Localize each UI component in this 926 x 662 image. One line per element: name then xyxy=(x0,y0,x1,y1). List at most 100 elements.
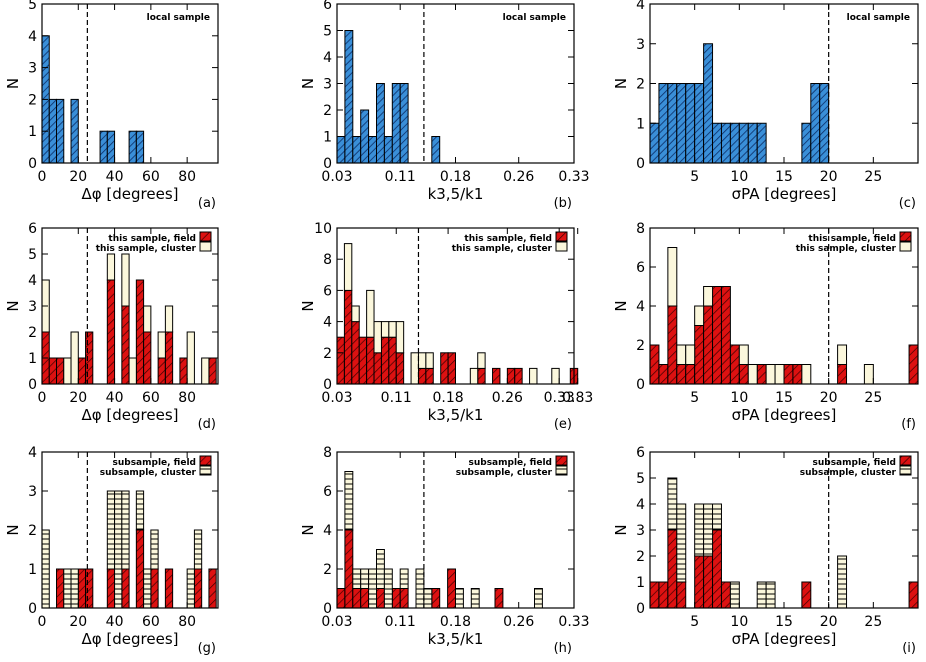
bar-f-s1-3 xyxy=(694,305,705,326)
bar-f-s1-9 xyxy=(801,364,812,385)
bar-h-s1-5 xyxy=(383,568,393,609)
bar-e-s1-6 xyxy=(395,321,405,354)
bar-h-s1-3 xyxy=(368,568,378,609)
bar-d-s0-10 xyxy=(164,331,174,385)
ytick-label-h-1: 2 xyxy=(323,562,332,578)
bar-d-s0-1 xyxy=(48,357,58,385)
bar-h-s0-3 xyxy=(360,588,370,609)
ytick-label-i-2: 2 xyxy=(636,549,645,565)
bar-f-s1-8 xyxy=(774,364,785,385)
ytick-label-a-3: 3 xyxy=(28,61,37,77)
bar-c-s0-2 xyxy=(667,83,678,164)
panel-b: 0 1 2 3 4 5 6 0.03 0.11 0.18 0.26 0.33 k3,5/k1 N (b) lo… xyxy=(299,0,590,211)
bar-a-s0-1 xyxy=(48,98,58,164)
ylabel-b: N xyxy=(299,78,317,89)
ytick-label-g-3: 3 xyxy=(28,484,37,500)
bar-i-s0-0 xyxy=(649,581,660,609)
bar-e-s1-13 xyxy=(551,367,560,385)
bar-g-s0-2 xyxy=(85,568,94,609)
bar-h-s1-11 xyxy=(534,588,543,609)
panel-e: 0 2 4 6 8 10 0.03 0.11 0.18 0.26 0.330.83 k3,5/k1 N (… xyxy=(299,221,593,432)
bar-e-s1-7 xyxy=(410,352,419,385)
legend-text-a-0: local sample xyxy=(147,13,210,23)
bar-f-s0-15 xyxy=(908,344,919,385)
panel-label-d: (d) xyxy=(198,417,216,432)
ytick-label-f-1: 2 xyxy=(636,338,645,354)
ylabel-g: N xyxy=(4,524,22,535)
bar-e-s1-8 xyxy=(417,352,427,369)
bar-d-s0-7 xyxy=(135,279,145,385)
xtick-label-e-0: 0.03 xyxy=(321,390,352,406)
bar-g-s1-2 xyxy=(70,568,79,609)
bar-g-s1-7 xyxy=(143,568,152,609)
bar-d-s1-2 xyxy=(70,331,79,385)
bar-h-s1-9 xyxy=(455,588,464,609)
xtick-label-c-0: 5 xyxy=(690,169,699,185)
panel-label-e: (e) xyxy=(554,417,572,432)
ytick-label-g-1: 1 xyxy=(28,562,37,578)
legend-text-f-1: this sample, cluster xyxy=(796,244,897,254)
bar-g-s0-5 xyxy=(135,529,145,609)
ytick-label-g-4: 4 xyxy=(28,445,37,461)
bar-g-s0-7 xyxy=(164,568,174,609)
bar-b-s0-6 xyxy=(383,136,393,164)
bar-e-s0-8 xyxy=(395,352,405,385)
panel-label-a: (a) xyxy=(198,196,216,211)
legend-swatch-i-0 xyxy=(899,455,912,466)
bar-f-s1-6 xyxy=(747,364,758,385)
bar-e-s1-5 xyxy=(388,321,397,338)
bar-i-s1-8 xyxy=(837,555,848,609)
ytick-label-h-3: 6 xyxy=(323,484,332,500)
panel-label-h: (h) xyxy=(554,641,572,656)
ytick-label-d-3: 3 xyxy=(28,299,37,315)
legend-swatch-g-0 xyxy=(199,455,212,466)
bar-e-s0-11 xyxy=(440,352,449,385)
ytick-label-b-2: 2 xyxy=(323,103,332,119)
legend-swatch-f-0 xyxy=(899,231,912,242)
xlabel-g: Δφ [degrees] xyxy=(81,630,178,648)
bar-e-s0-12 xyxy=(447,352,456,385)
xtick-label-h-1: 0.11 xyxy=(385,614,416,630)
bar-i-s1-6 xyxy=(756,581,767,609)
ytick-label-d-0: 0 xyxy=(28,377,37,393)
xtick-label-b-0: 0.03 xyxy=(321,169,352,185)
bar-b-s0-7 xyxy=(391,83,401,164)
legend-swatch-h-0 xyxy=(555,455,568,466)
bar-a-s0-7 xyxy=(135,130,145,164)
panel-label-b: (b) xyxy=(554,196,572,211)
bar-d-s1-9 xyxy=(186,331,195,385)
ytick-label-f-3: 6 xyxy=(636,260,645,276)
panel-label-c: (c) xyxy=(899,196,916,211)
legend-text-c-0: local sample xyxy=(847,13,910,23)
bar-f-s1-1 xyxy=(676,344,687,365)
ytick-label-d-6: 6 xyxy=(28,221,37,237)
bar-h-s1-10 xyxy=(470,588,480,609)
xtick-label-f-0: 5 xyxy=(690,390,699,406)
bar-f-s0-8 xyxy=(720,286,731,385)
bar-i-s0-1 xyxy=(658,581,669,609)
legend-text-h-0: subsample, field xyxy=(468,458,552,468)
xtick-label-a-3: 60 xyxy=(142,169,160,185)
bar-c-s0-3 xyxy=(676,83,687,164)
bar-i-s1-4 xyxy=(712,503,722,531)
xtick-label-i-3: 20 xyxy=(820,614,838,630)
bar-e-s0-9 xyxy=(417,367,427,385)
xtick-label-c-3: 20 xyxy=(820,169,838,185)
bar-d-s0-12 xyxy=(208,357,217,385)
bar-e-s0-0 xyxy=(336,336,345,385)
ytick-label-b-4: 4 xyxy=(323,50,332,66)
bar-c-s0-7 xyxy=(712,122,722,164)
ytick-label-i-1: 1 xyxy=(636,575,645,591)
bar-c-s0-4 xyxy=(685,83,696,164)
legend-text-d-0: this sample, field xyxy=(108,234,196,244)
bar-e-s1-10 xyxy=(469,367,479,385)
bar-f-s0-9 xyxy=(729,344,740,385)
plot-frame-e xyxy=(336,227,575,385)
bar-a-s0-5 xyxy=(106,130,116,164)
bar-i-s0-5 xyxy=(703,555,714,609)
bar-b-s0-5 xyxy=(376,83,385,164)
panel-f: 0 2 4 6 8 5 10 15 20 25 σPA [degrees] N (f) this samp… xyxy=(612,221,919,432)
bar-h-s0-0 xyxy=(336,588,346,609)
